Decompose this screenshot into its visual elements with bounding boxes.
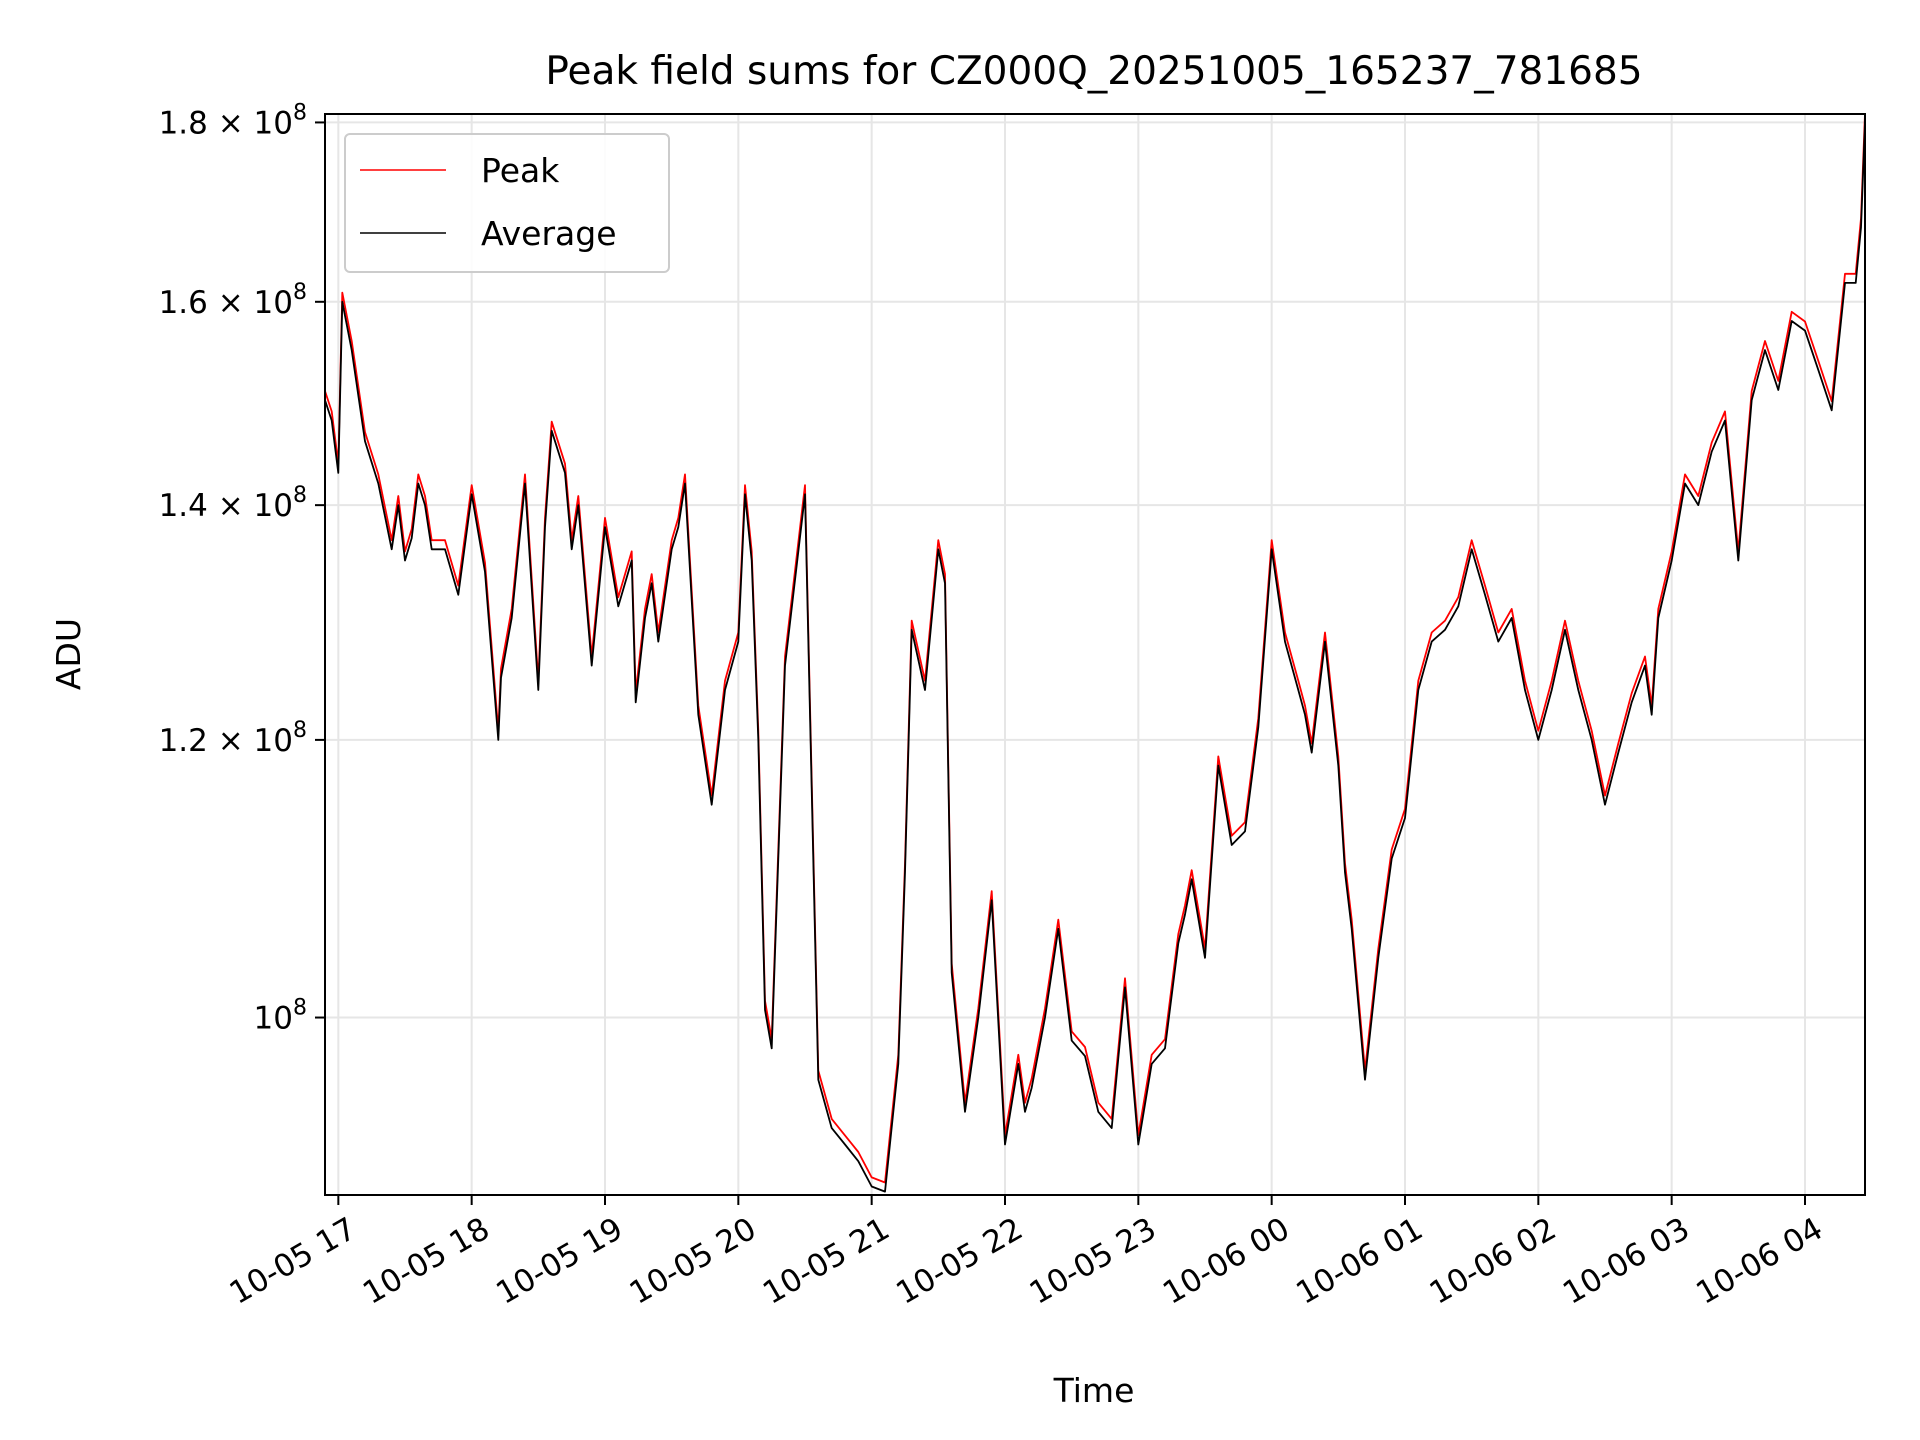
- plot-frame: [324, 113, 1866, 1196]
- y-tick-label: 1.6 × 108: [159, 280, 307, 321]
- chart-title: Peak field sums for CZ000Q_20251005_1652…: [545, 49, 1642, 94]
- legend: Peak Average: [344, 133, 670, 273]
- y-tick-label: 1.4 × 108: [159, 483, 307, 524]
- series-line-average: [325, 122, 1865, 1193]
- x-axis-label: Time: [1053, 1371, 1135, 1410]
- legend-box: [344, 133, 670, 273]
- grid: [325, 114, 1865, 1195]
- series-layer: [325, 114, 1865, 1193]
- y-tick-label: 1.2 × 108: [159, 718, 307, 759]
- y-tick-label: 108: [254, 996, 307, 1037]
- legend-label-peak: Peak: [481, 151, 560, 190]
- y-axis-label: ADU: [49, 618, 88, 690]
- legend-label-average: Average: [481, 214, 617, 253]
- y-tick-label: 1.8 × 108: [159, 100, 307, 141]
